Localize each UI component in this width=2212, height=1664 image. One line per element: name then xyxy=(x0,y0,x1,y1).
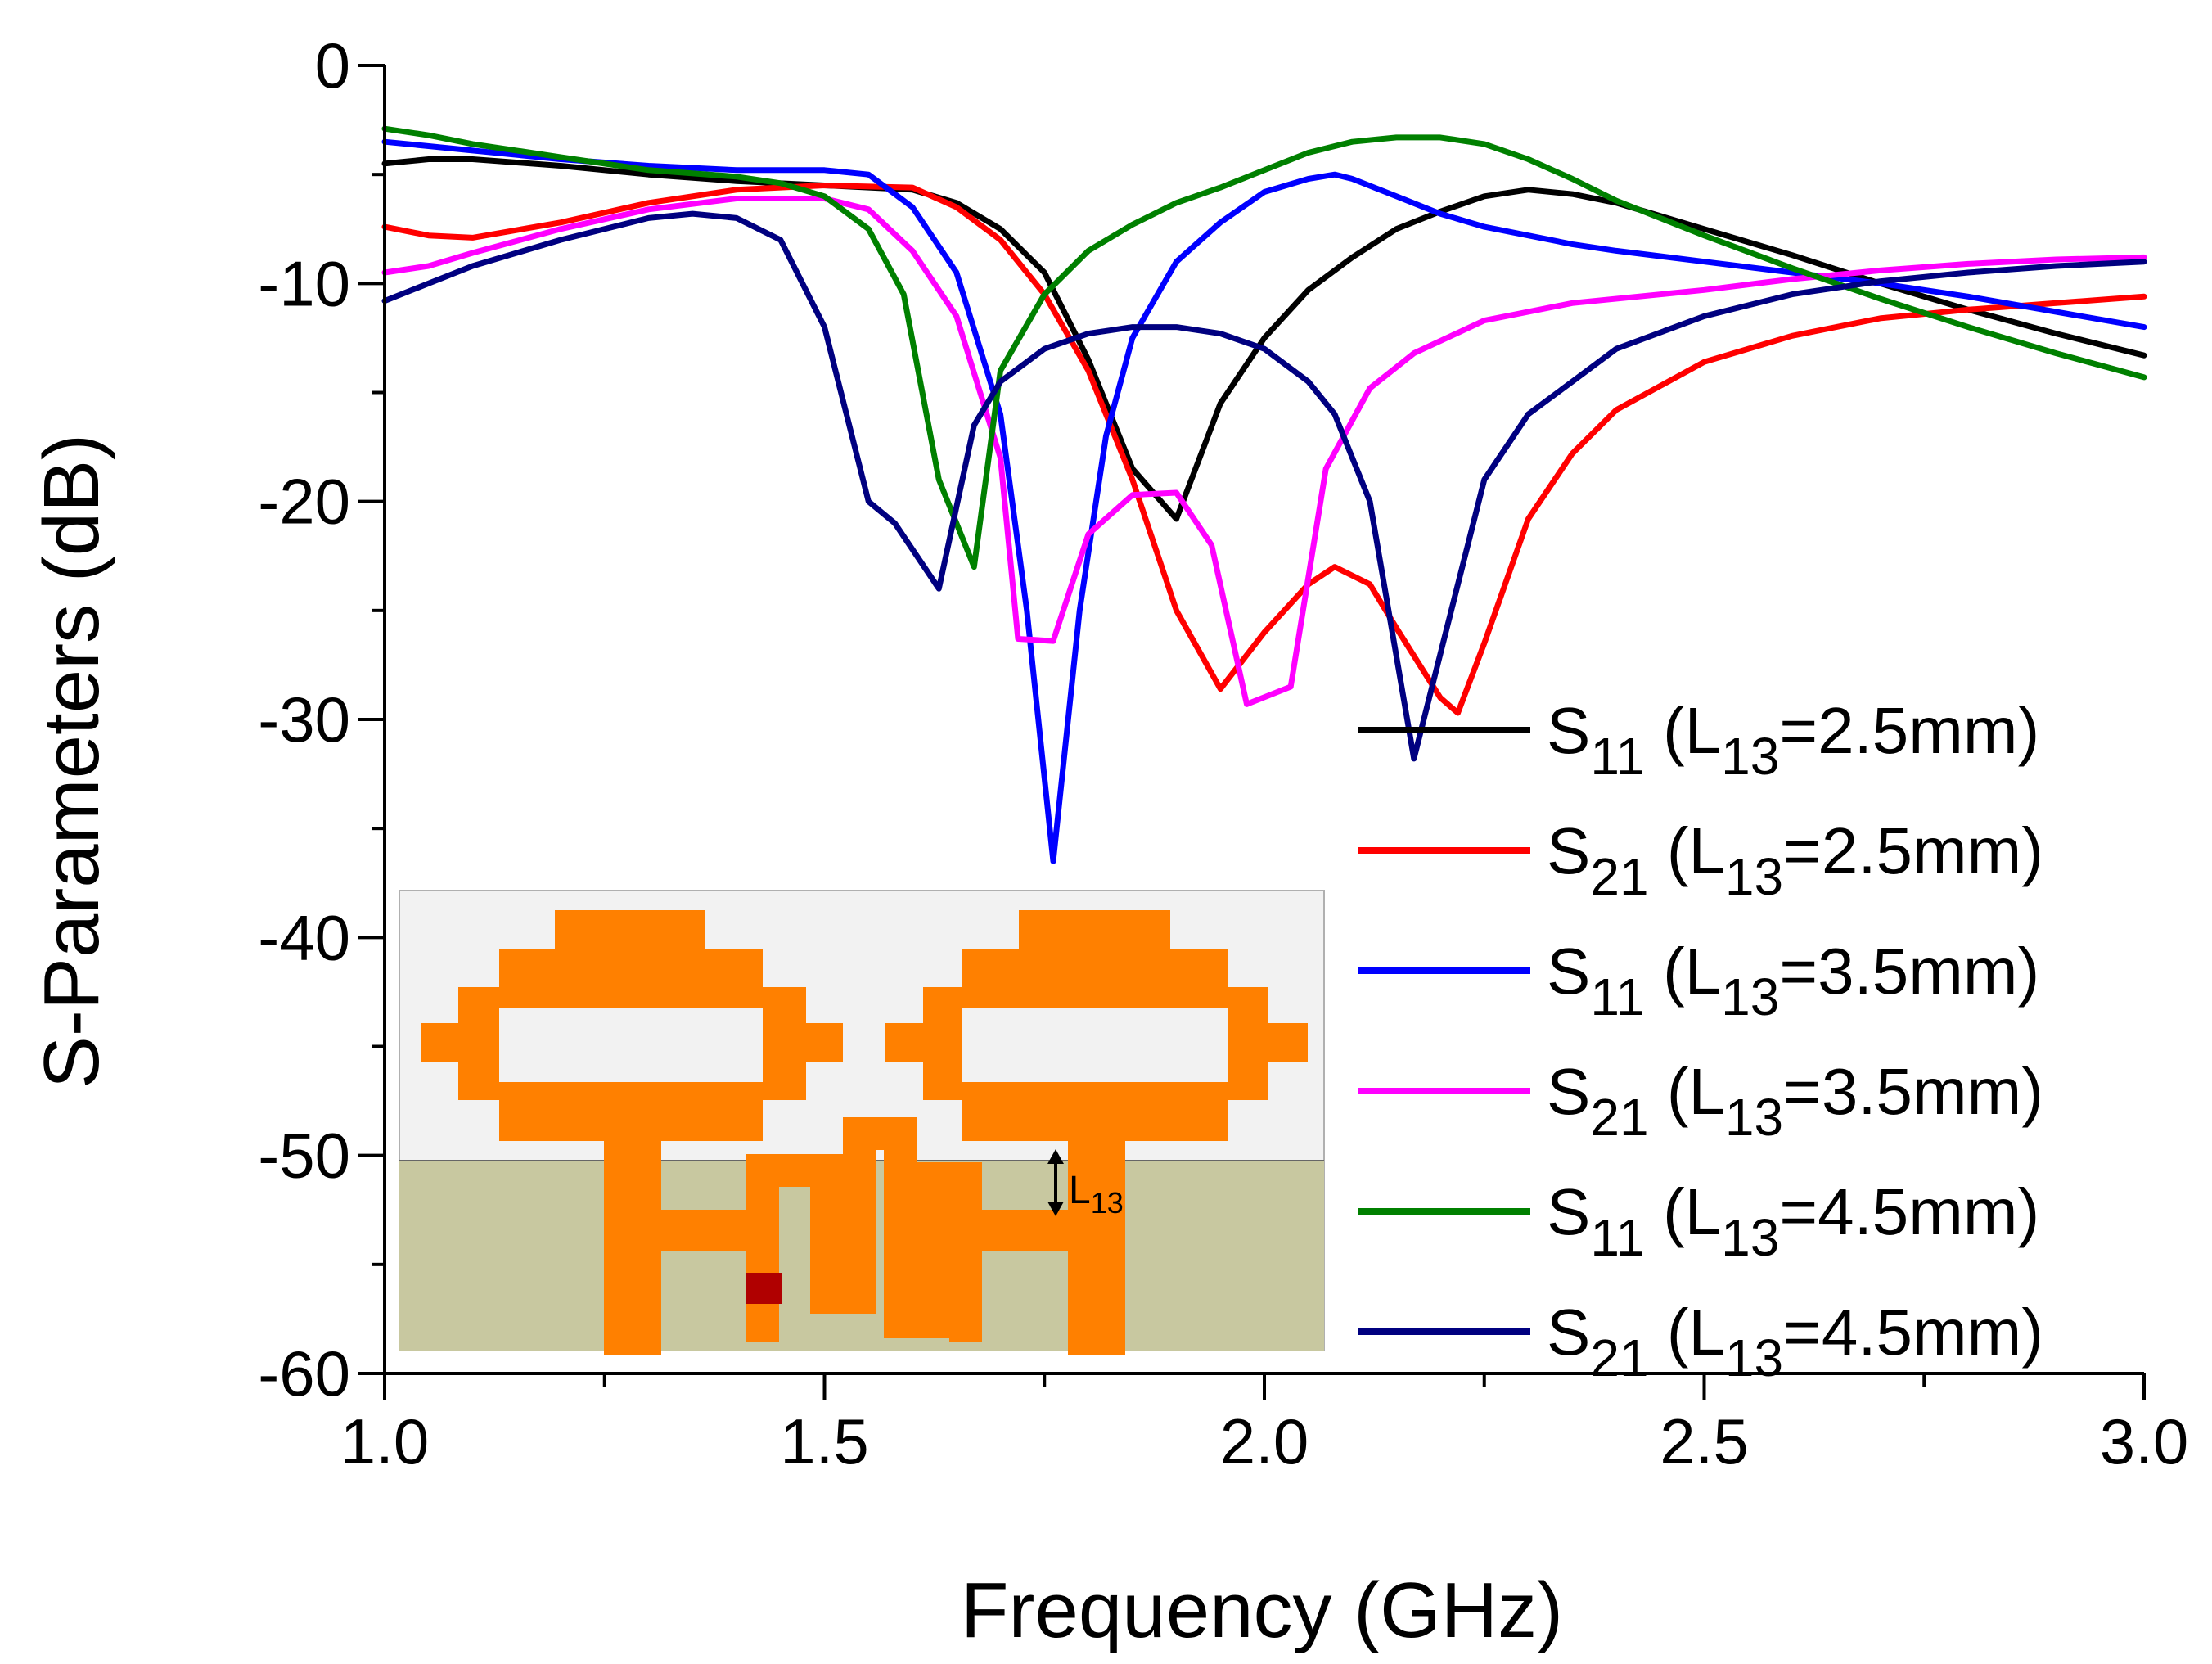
x-tick-label: 1.0 xyxy=(340,1405,429,1477)
series-line-1 xyxy=(381,156,2147,522)
inset-dimension-arrowhead-top xyxy=(1047,1149,1064,1164)
layout-inset: L13 xyxy=(399,890,1325,1355)
series-line-6 xyxy=(381,210,2147,762)
legend-entry-5: S11 (L13=4.5mm) xyxy=(1547,1175,2039,1267)
y-tick-label: -20 xyxy=(258,466,350,538)
inset-dimension-label: L13 xyxy=(1069,1169,1124,1220)
inset-dimension-arrowhead-bottom xyxy=(1047,1202,1064,1216)
inset-right-feed xyxy=(975,1141,1125,1355)
x-axis-title: Frequency (GHz) xyxy=(961,1567,1563,1654)
series-line-4 xyxy=(381,196,2147,707)
y-tick-label: -40 xyxy=(258,901,350,973)
series-line-3 xyxy=(381,138,2147,864)
legend-entry-3: S11 (L13=3.5mm) xyxy=(1547,935,2039,1026)
legend-entry-6: S21 (L13=4.5mm) xyxy=(1547,1296,2043,1387)
y-tick-label: -10 xyxy=(258,247,350,319)
legend-entry-2: S21 (L13=2.5mm) xyxy=(1547,814,2043,906)
x-tick-label: 1.5 xyxy=(780,1405,868,1477)
inset-meander-line xyxy=(746,1117,982,1342)
series-line-5 xyxy=(381,125,2147,570)
inset-right-resonator xyxy=(885,910,1308,1141)
y-tick-label: -50 xyxy=(258,1120,350,1192)
axes: 0 -10 -20 -30 -40 -50 -601.0 1.5 2.0 2.5 3.0 xyxy=(258,29,2188,1477)
inset-port xyxy=(746,1273,782,1304)
legend: S11 (L13=2.5mm) S21 (L13=2.5mm) S11 (L13=3… xyxy=(1358,694,2043,1387)
inset-left-feed xyxy=(604,1141,746,1355)
x-tick-label: 3.0 xyxy=(2100,1405,2188,1477)
legend-entry-4: S21 (L13=3.5mm) xyxy=(1547,1055,2043,1147)
y-tick-label: 0 xyxy=(315,29,350,101)
series-layer xyxy=(381,125,2147,864)
x-tick-label: 2.0 xyxy=(1220,1405,1309,1477)
y-axis-title: S-Parameters (dB) xyxy=(28,434,115,1089)
series-line-2 xyxy=(381,183,2147,716)
y-tick-label: -60 xyxy=(258,1337,350,1409)
y-tick-label: -30 xyxy=(258,683,350,755)
legend-entry-1: S11 (L13=2.5mm) xyxy=(1547,694,2039,786)
x-tick-label: 2.5 xyxy=(1660,1405,1748,1477)
inset-left-resonator xyxy=(421,910,843,1141)
